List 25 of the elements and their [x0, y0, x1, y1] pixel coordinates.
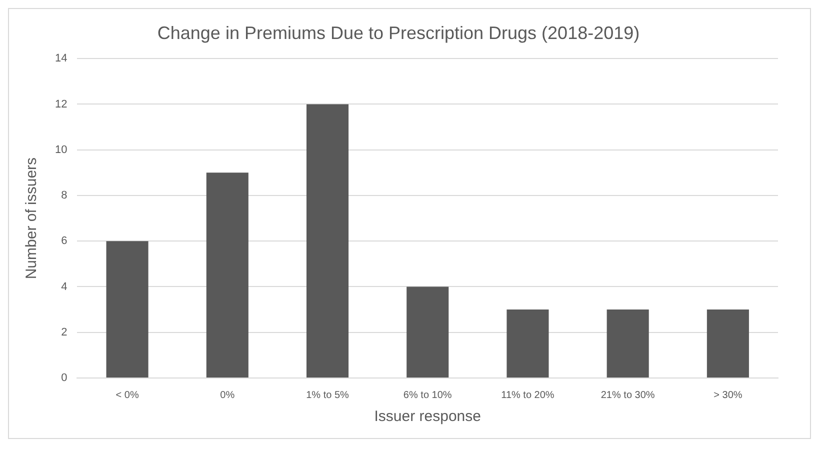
y-tick-label: 12	[54, 98, 68, 110]
x-tick-label: 11% to 20%	[501, 390, 554, 401]
x-tick-label: 1% to 5%	[306, 390, 350, 401]
x-axis-title: Issuer response	[374, 408, 481, 426]
x-tick-label: 0%	[220, 390, 235, 401]
y-axis-title: Number of issuers	[23, 157, 40, 280]
bar	[506, 310, 549, 378]
y-tick-label: 10	[54, 144, 68, 156]
bar	[106, 241, 148, 378]
x-tick-label: < 0%	[116, 390, 139, 401]
bar	[206, 172, 248, 378]
y-tick-label: 8	[61, 190, 68, 202]
y-tick-label: 4	[61, 280, 68, 293]
bar	[706, 310, 749, 378]
y-tick-label: 2	[61, 326, 68, 338]
y-tick-label: 6	[61, 235, 68, 248]
y-tick-label: 14	[54, 52, 68, 65]
x-tick-label: > 30%	[714, 390, 742, 401]
x-tick-label: 21% to 30%	[600, 390, 655, 401]
bar	[606, 310, 649, 378]
bar	[406, 286, 449, 378]
bar	[306, 104, 349, 378]
y-tick-label: 0	[61, 372, 68, 384]
chart-title: Change in Premiums Due to Prescription Drugs (2018-2019)	[157, 22, 640, 43]
x-tick-label: 6% to 10%	[403, 390, 452, 401]
